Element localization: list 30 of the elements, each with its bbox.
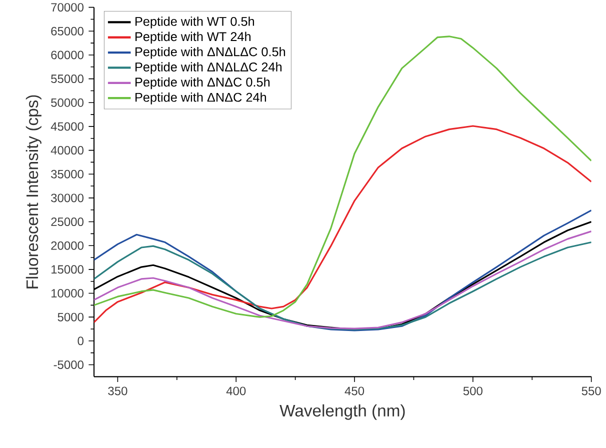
y-tick-label: 65000 [51, 26, 84, 36]
y-tick-label: 10000 [52, 289, 84, 298]
y-tick-label: 35000 [51, 170, 84, 178]
y-tick-label: 15000 [52, 265, 84, 274]
y-tick-label: 60000 [51, 50, 84, 60]
x-tick-label: 500 [463, 386, 482, 396]
legend-label: Peptide with ΔNΔLΔC 24h [135, 62, 282, 74]
y-tick-label: 40000 [50, 146, 84, 155]
y-tick-label: -5000 [54, 360, 84, 369]
legend-label: Peptide with ΔNΔC 24h [135, 92, 266, 104]
x-tick-label: 450 [344, 386, 364, 396]
legend-label: Peptide with ΔNΔC 0.5h [135, 77, 270, 90]
y-tick-label: 50000 [51, 98, 84, 107]
y-tick-label: 70000 [51, 3, 84, 12]
y-tick-label: 20000 [51, 241, 84, 250]
y-axis-title: Fluorescent Intensity (cps) [26, 95, 42, 288]
y-tick-label: 5000 [58, 312, 84, 322]
legend-label: Peptide with ΔNΔLΔC 0.5h [135, 46, 286, 59]
x-tick-label: 550 [582, 386, 601, 396]
legend-label: Peptide with WT 0.5h [135, 16, 254, 28]
y-tick-label: 55000 [51, 74, 84, 84]
x-tick-label: 350 [108, 386, 128, 396]
y-tick-label: 30000 [51, 194, 84, 202]
line-series [94, 125, 592, 324]
legend-label: Peptide with WT 24h [135, 32, 250, 44]
x-axis-title: Wavelength (nm) [280, 404, 405, 420]
y-tick-label: 0 [78, 336, 84, 346]
y-tick-label: 25000 [51, 218, 84, 226]
y-tick-label: 45000 [50, 122, 84, 131]
x-tick-label: 400 [226, 386, 246, 396]
